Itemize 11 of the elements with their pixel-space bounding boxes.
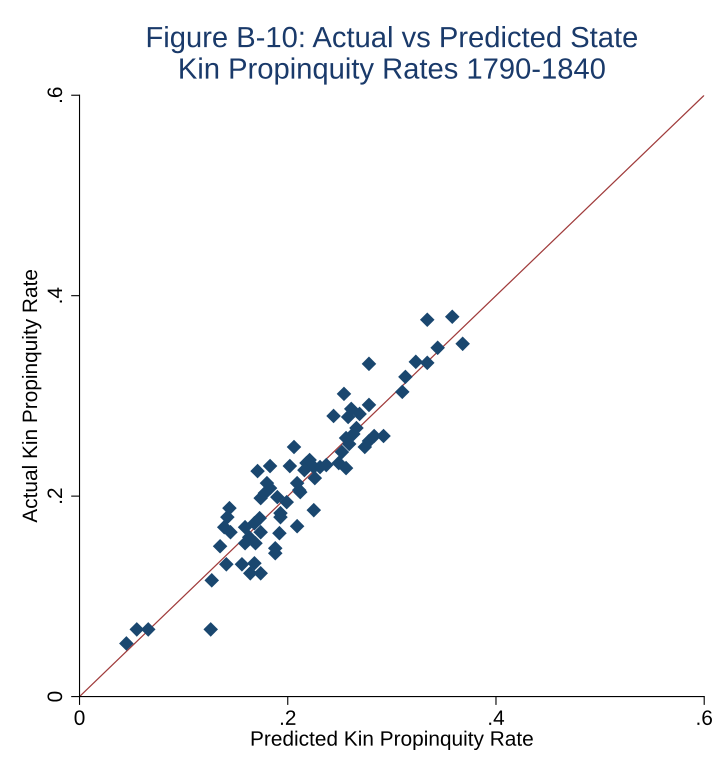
x-tick-label: .2 xyxy=(280,710,296,725)
x-tick-label: .4 xyxy=(489,710,504,725)
x-axis-title: Predicted Kin Propinquity Rate xyxy=(252,730,533,750)
y-tick-label: 0 xyxy=(47,692,62,702)
y-axis-title: Actual Kin Propinquity Rate xyxy=(22,270,42,523)
x-tick-label: .6 xyxy=(697,710,712,726)
x-tick-label: 0 xyxy=(74,710,85,726)
y-tick-label: .4 xyxy=(48,288,62,302)
chart-title: Figure B-10: Actual vs Predicted State Kin Propinquity Rates 1790-1840 xyxy=(148,26,638,85)
y-tick-label: .6 xyxy=(47,87,62,102)
y-tick-label: .2 xyxy=(47,488,62,503)
